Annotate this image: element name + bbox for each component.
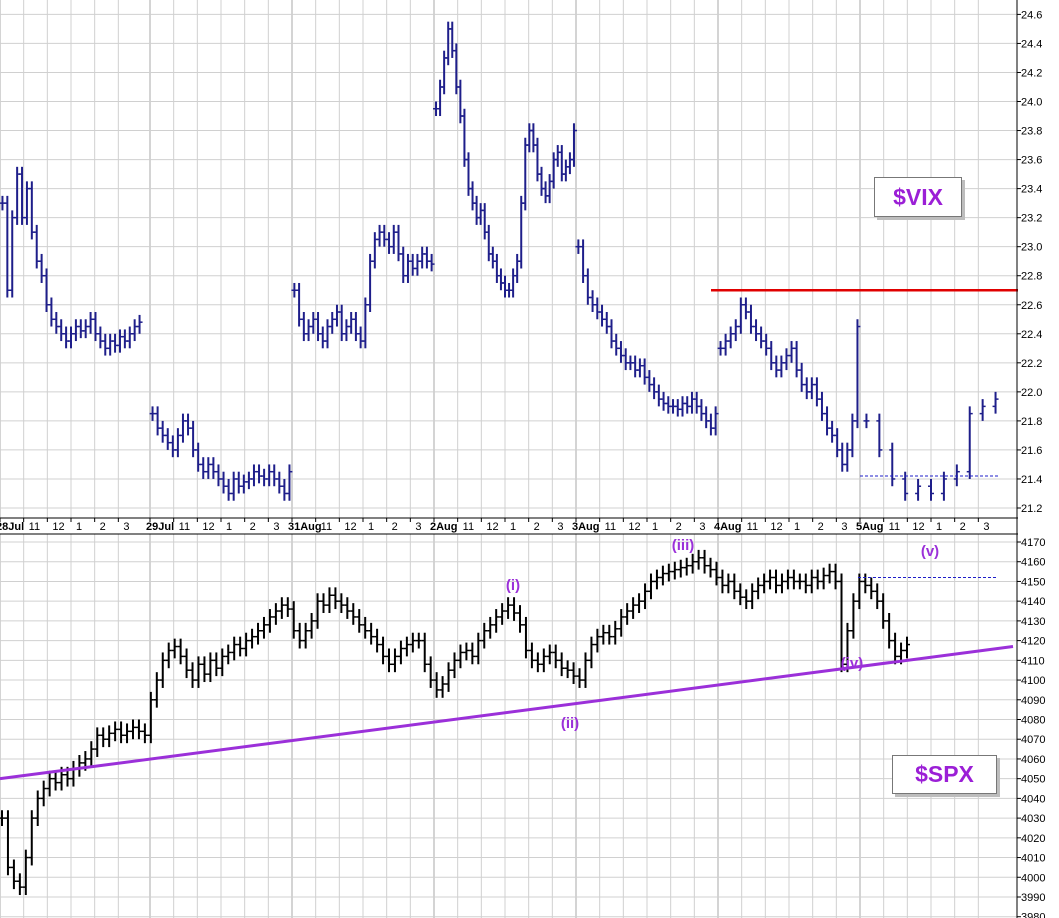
spx-y-tick-label: 4040 (1021, 793, 1045, 805)
vix-y-tick-label: 21.6 (1021, 445, 1042, 457)
x-tick-label: 4Aug (714, 521, 742, 533)
x-tick-label: 11 (321, 521, 332, 533)
vix-y-tick-label: 22.2 (1021, 358, 1042, 370)
x-tick-label: 3 (123, 521, 129, 533)
x-tick-label: 2 (534, 521, 540, 533)
vix-y-tick-label: 23.0 (1021, 242, 1042, 254)
x-tick-label: 1 (368, 521, 374, 533)
x-tick-label: 31Aug (288, 521, 322, 533)
price-axis-band (1018, 0, 1059, 918)
wave-label: (iv) (841, 655, 864, 672)
vix-y-tick-label: 24.4 (1021, 38, 1042, 50)
spx-label-box: $SPX (892, 755, 997, 794)
x-tick-label: 11 (179, 521, 190, 533)
vix-y-tick-label: 24.2 (1021, 67, 1042, 79)
x-tick-label: 11 (889, 521, 900, 533)
x-tick-label: 2 (392, 521, 398, 533)
x-tick-label: 3Aug (572, 521, 600, 533)
x-tick-label: 5Aug (856, 521, 884, 533)
spx-y-tick-label: 3990 (1021, 892, 1045, 904)
spx-y-tick-label: 4010 (1021, 853, 1045, 865)
spx-y-tick-label: 4060 (1021, 754, 1045, 766)
x-tick-label: 1 (936, 521, 942, 533)
spx-label: $SPX (915, 761, 974, 787)
spx-y-tick-label: 4140 (1021, 596, 1045, 608)
spx-y-tick-label: 4090 (1021, 695, 1045, 707)
x-tick-label: 12 (202, 521, 214, 533)
vix-label: $VIX (893, 183, 943, 210)
wave-label: (iii) (672, 537, 695, 554)
x-tick-label: 3 (699, 521, 705, 533)
spx-y-tick-label: 4150 (1021, 576, 1045, 588)
vix-y-tick-label: 21.4 (1021, 474, 1042, 486)
spx-y-tick-label: 4050 (1021, 774, 1045, 786)
x-tick-label: 11 (29, 521, 40, 533)
x-tick-label: 12 (912, 521, 924, 533)
vix-y-tick-label: 21.8 (1021, 416, 1042, 428)
x-tick-label: 11 (463, 521, 474, 533)
vix-ohlc-series (0, 21, 999, 501)
wave-label: (ii) (561, 715, 579, 732)
annotation-lines (0, 288, 1026, 781)
spx-y-tick-label: 4000 (1021, 872, 1045, 884)
x-tick-label: 2 (100, 521, 106, 533)
chart-grid (0, 0, 1017, 918)
x-tick-label: 3 (841, 521, 847, 533)
vix-y-tick-label: 24.6 (1021, 9, 1042, 21)
vix-y-tick-label: 22.8 (1021, 271, 1042, 283)
x-tick-label: 2 (818, 521, 824, 533)
spx-y-tick-label: 4170 (1021, 537, 1045, 549)
x-tick-label: 1 (794, 521, 800, 533)
x-tick-label: 12 (628, 521, 640, 533)
vix-label-box: $VIX (874, 177, 962, 217)
spx-y-tick-label: 4020 (1021, 833, 1045, 845)
spx-y-tick-label: 4130 (1021, 616, 1045, 628)
wave-label: (i) (506, 577, 520, 594)
vix-y-tick-label: 22.4 (1021, 329, 1042, 341)
x-tick-label: 12 (486, 521, 498, 533)
x-tick-label: 1 (226, 521, 232, 533)
x-tick-label: 2 (250, 521, 256, 533)
spx-y-tick-label: 4100 (1021, 675, 1045, 687)
spx-y-tick-label: 4070 (1021, 734, 1045, 746)
vix-y-tick-label: 21.2 (1021, 503, 1042, 515)
x-tick-label: 11 (605, 521, 616, 533)
time-axis-band (0, 518, 1059, 534)
x-tick-label: 12 (52, 521, 64, 533)
wave-label: (v) (921, 543, 939, 560)
spx-y-tick-label: 4110 (1021, 655, 1045, 667)
vix-y-tick-label: 23.8 (1021, 126, 1042, 138)
vix-y-tick-label: 24.0 (1021, 97, 1042, 109)
x-tick-label: 29Jul (146, 521, 174, 533)
x-tick-label: 2Aug (430, 521, 458, 533)
vix-y-tick-label: 22.6 (1021, 300, 1042, 312)
vix-y-tick-label: 23.2 (1021, 213, 1042, 225)
x-tick-label: 2 (960, 521, 966, 533)
x-tick-label: 11 (747, 521, 758, 533)
x-tick-label: 3 (557, 521, 563, 533)
x-tick-label: 3 (415, 521, 421, 533)
x-tick-label: 3 (273, 521, 279, 533)
spx-y-tick-label: 3980 (1021, 912, 1045, 918)
vix-y-tick-label: 23.6 (1021, 155, 1042, 167)
spx-y-tick-label: 4080 (1021, 715, 1045, 727)
x-tick-label: 12 (344, 521, 356, 533)
wave-labels: (i) (ii) (iii) (iv) (v) (506, 537, 939, 732)
spx-support-line (0, 645, 1014, 781)
spx-y-tick-label: 4030 (1021, 813, 1045, 825)
x-tick-label: 2 (676, 521, 682, 533)
x-tick-label: 28Jul (0, 521, 24, 533)
vix-y-tick-label: 23.4 (1021, 184, 1042, 196)
x-tick-label: 3 (983, 521, 989, 533)
vix-y-tick-label: 22.0 (1021, 387, 1042, 399)
x-tick-label: 12 (770, 521, 782, 533)
x-tick-label: 1 (510, 521, 516, 533)
spx-y-tick-label: 4160 (1021, 557, 1045, 569)
spx-y-tick-label: 4120 (1021, 636, 1045, 648)
x-tick-label: 1 (652, 521, 658, 533)
x-tick-label: 1 (76, 521, 82, 533)
